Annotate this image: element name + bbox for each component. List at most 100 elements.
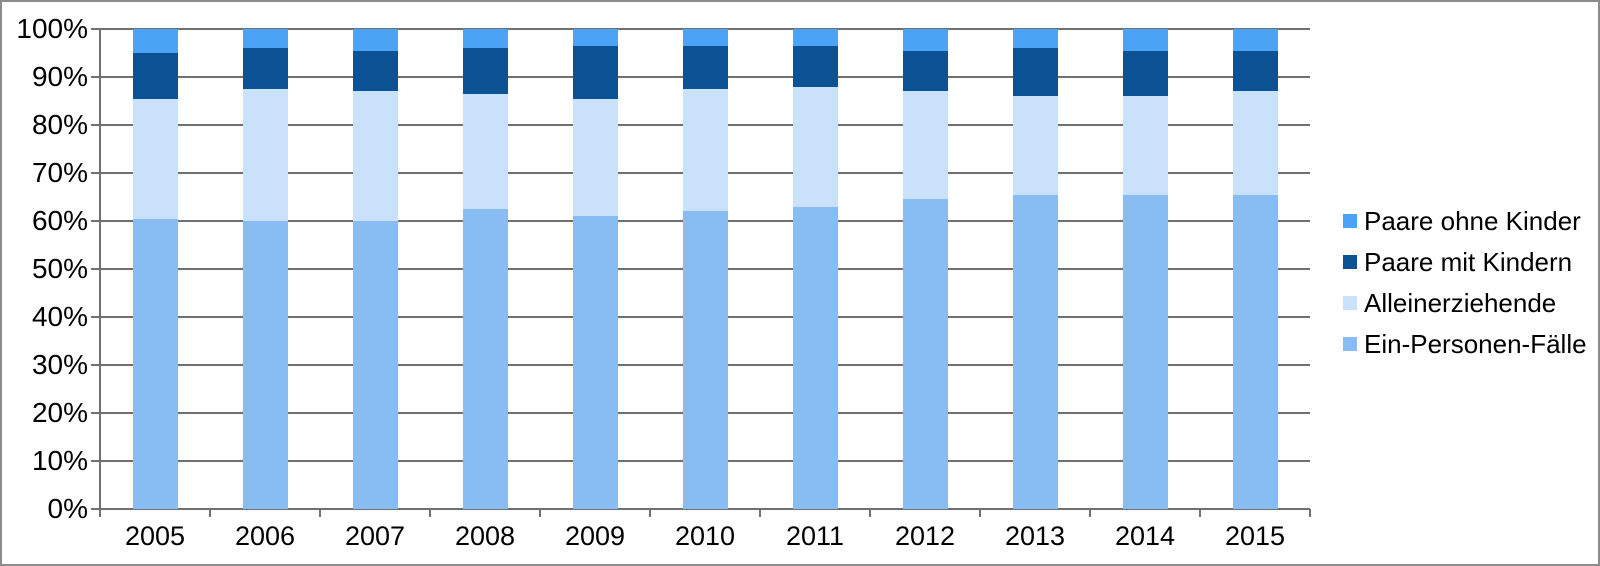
y-axis-label: 0%	[47, 493, 88, 524]
bar-segment	[242, 48, 288, 89]
legend-swatch	[1343, 254, 1357, 269]
bar-segment	[242, 29, 288, 49]
y-axis-label: 10%	[31, 445, 88, 476]
legend-item: Paare mit Kindern	[1343, 241, 1587, 282]
y-axis-tick	[91, 76, 100, 78]
bar-segment	[572, 29, 618, 46]
bar-segment	[1122, 50, 1168, 97]
bar-segment	[462, 48, 508, 94]
y-axis-label: 90%	[31, 61, 88, 92]
legend-item: Paare ohne Kinder	[1343, 200, 1587, 241]
x-axis-tick	[1089, 509, 1091, 517]
y-axis-label: 100%	[16, 13, 88, 44]
x-axis-line	[100, 508, 1310, 510]
legend-item-label: Paare ohne Kinder	[1364, 205, 1581, 236]
x-axis-label: 2009	[564, 521, 626, 551]
x-axis-tick	[319, 509, 321, 517]
bar-segment	[902, 50, 948, 92]
y-axis-tick	[91, 316, 100, 318]
y-axis-tick	[91, 364, 100, 366]
x-axis-tick	[539, 509, 541, 517]
x-axis-tick	[1309, 509, 1311, 517]
bar-segment	[572, 216, 618, 509]
bar-segment	[132, 29, 178, 53]
bar-segment	[572, 45, 618, 99]
bar-segment	[1122, 29, 1168, 51]
x-axis-label: 2013	[1004, 521, 1066, 551]
y-axis-label: 80%	[31, 109, 88, 140]
x-axis-label: 2012	[894, 521, 956, 551]
y-axis-tick	[91, 412, 100, 414]
bar-segment	[352, 29, 398, 51]
bar-segment	[462, 209, 508, 509]
legend-item-label: Paare mit Kindern	[1364, 246, 1573, 277]
bar-segment	[682, 29, 728, 46]
bar-segment	[1232, 91, 1278, 195]
x-axis-label: 2008	[454, 521, 516, 551]
x-axis-label: 2015	[1224, 521, 1286, 551]
y-axis-line	[99, 29, 101, 516]
bar-segment	[1122, 194, 1168, 509]
x-axis-label: 2011	[785, 521, 845, 551]
y-axis-label: 30%	[31, 349, 88, 380]
legend-item: Alleinerziehende	[1343, 282, 1587, 323]
x-axis-label: 2007	[344, 521, 406, 551]
x-axis-tick	[759, 509, 761, 517]
legend-swatch	[1343, 213, 1357, 228]
x-axis-label: 2014	[1114, 521, 1176, 551]
bar-segment	[792, 206, 838, 509]
y-axis-tick	[91, 172, 100, 174]
bar-segment	[1012, 29, 1058, 49]
y-axis-label: 70%	[31, 157, 88, 188]
bar-segment	[352, 91, 398, 221]
bar-segment	[1232, 50, 1278, 92]
legend-item-label: Alleinerziehende	[1364, 287, 1557, 318]
x-axis-tick	[869, 509, 871, 517]
chart-legend: Paare ohne Kinder Paare mit Kindern Allein…	[1343, 200, 1587, 364]
bar-segment	[1012, 194, 1058, 509]
y-axis-label: 40%	[31, 301, 88, 332]
y-axis-label: 50%	[31, 253, 88, 284]
bar-segment	[902, 29, 948, 51]
x-axis-tick	[429, 509, 431, 517]
x-axis-tick	[209, 509, 211, 517]
bar-segment	[572, 98, 618, 217]
y-axis-label: 60%	[31, 205, 88, 236]
bar-segment	[132, 218, 178, 509]
x-axis-tick	[649, 509, 651, 517]
bar-segment	[132, 98, 178, 219]
y-axis-tick	[91, 124, 100, 126]
y-axis-tick	[91, 220, 100, 222]
y-axis-tick	[91, 508, 100, 510]
bar-segment	[792, 86, 838, 207]
bar-segment	[352, 50, 398, 92]
bar-segment	[1232, 194, 1278, 509]
y-axis-tick	[91, 460, 100, 462]
x-axis-label: 2005	[124, 521, 186, 551]
bar-segment	[132, 53, 178, 99]
bar-segment	[242, 89, 288, 221]
legend-item-label: Ein-Personen-Fälle	[1364, 328, 1587, 359]
y-axis-tick	[91, 28, 100, 30]
bar-segment	[1012, 96, 1058, 195]
bar-segment	[242, 221, 288, 509]
x-axis-tick	[99, 509, 101, 517]
legend-item: Ein-Personen-Fälle	[1343, 323, 1587, 364]
bar-segment	[682, 89, 728, 212]
bar-segment	[462, 29, 508, 49]
bar-segment	[792, 45, 838, 87]
bar-segment	[902, 199, 948, 509]
bar-segment	[1012, 48, 1058, 97]
x-axis-label: 2006	[234, 521, 296, 551]
x-axis-tick	[1199, 509, 1201, 517]
bar-segment	[902, 91, 948, 200]
legend-swatch	[1343, 336, 1357, 351]
bar-segment	[352, 221, 398, 509]
bar-segment	[1232, 29, 1278, 51]
y-axis-label: 20%	[31, 397, 88, 428]
x-axis-tick	[979, 509, 981, 517]
bar-segment	[792, 29, 838, 46]
bar-segment	[462, 93, 508, 209]
y-axis-tick	[91, 268, 100, 270]
